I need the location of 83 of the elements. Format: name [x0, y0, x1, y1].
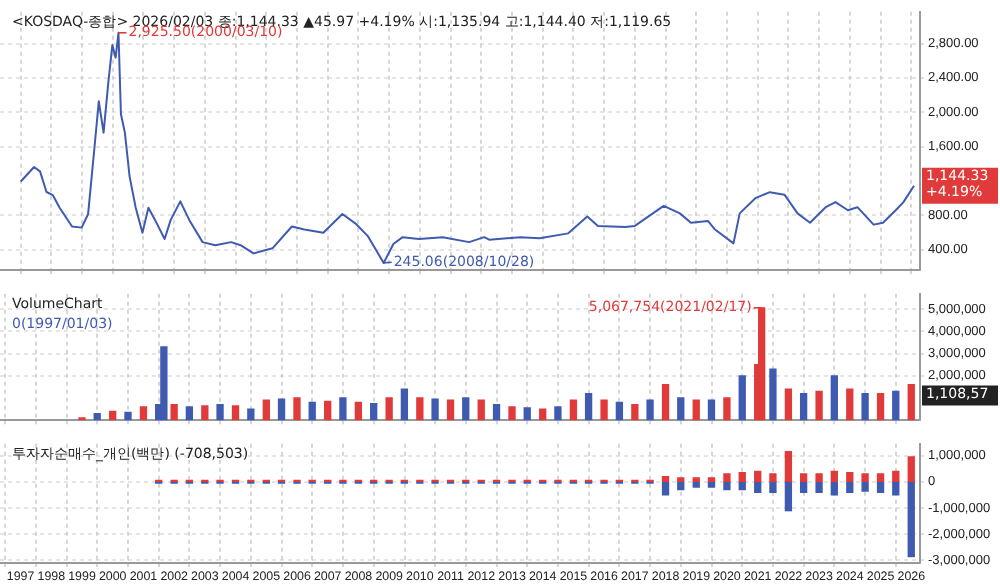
bar [508, 406, 516, 421]
bar [738, 471, 746, 482]
bar [723, 397, 731, 421]
bar [185, 406, 194, 421]
bar [907, 456, 915, 482]
bar [861, 473, 869, 482]
bar [539, 408, 547, 421]
bar [462, 397, 470, 421]
bar [354, 401, 363, 421]
bar [247, 408, 255, 421]
bar [784, 451, 793, 482]
bar [661, 481, 670, 496]
bar [293, 397, 301, 421]
bar [477, 399, 485, 421]
bar [600, 399, 608, 421]
bar [799, 473, 808, 482]
bar [738, 375, 746, 421]
bar [892, 390, 900, 421]
bar [416, 397, 424, 421]
bar [815, 473, 823, 482]
bar [769, 368, 777, 421]
bar [385, 397, 393, 421]
bar [569, 399, 578, 421]
bar [339, 397, 347, 421]
bar [876, 392, 885, 421]
bar [846, 481, 854, 493]
bar [815, 390, 823, 421]
bar [692, 481, 700, 488]
bar [861, 481, 869, 492]
bar [124, 411, 132, 421]
bar [492, 404, 501, 421]
bar [892, 470, 900, 482]
bar [170, 404, 178, 421]
bar [846, 388, 854, 421]
bar [784, 481, 793, 512]
bar [277, 398, 286, 421]
bar [876, 473, 885, 482]
bar [892, 481, 900, 496]
bar [262, 399, 270, 421]
bar [876, 481, 885, 493]
bar [907, 384, 915, 421]
bar [201, 405, 209, 421]
bar [324, 400, 332, 421]
bar [815, 481, 823, 493]
bar [216, 404, 224, 421]
bar [707, 399, 716, 421]
bar [308, 401, 316, 421]
bar [707, 481, 716, 488]
bar [830, 375, 838, 421]
bar [400, 388, 409, 421]
bar [370, 402, 378, 421]
bar [677, 397, 685, 421]
bar [861, 392, 869, 421]
bar [784, 388, 793, 421]
bar [554, 406, 562, 421]
bar [799, 392, 808, 421]
bar [758, 307, 766, 421]
bar [93, 412, 101, 421]
bar [160, 346, 168, 421]
bar [523, 407, 531, 421]
bar [830, 481, 838, 496]
bar [907, 481, 915, 558]
bar [723, 473, 731, 482]
bar [769, 481, 777, 493]
bar [446, 399, 455, 421]
bar [139, 406, 148, 421]
bar [431, 398, 439, 421]
bar [754, 481, 762, 493]
bar [661, 475, 670, 482]
bar [723, 481, 731, 491]
bar [584, 392, 593, 421]
bar [109, 410, 117, 421]
bar [830, 470, 838, 482]
bar [754, 470, 762, 482]
bar [799, 481, 808, 493]
bar [646, 399, 654, 421]
bar [846, 471, 854, 482]
bar [769, 473, 777, 482]
bar [692, 399, 700, 421]
bar [231, 405, 240, 421]
bar [661, 384, 670, 421]
bar [615, 401, 624, 421]
bar [631, 404, 639, 421]
